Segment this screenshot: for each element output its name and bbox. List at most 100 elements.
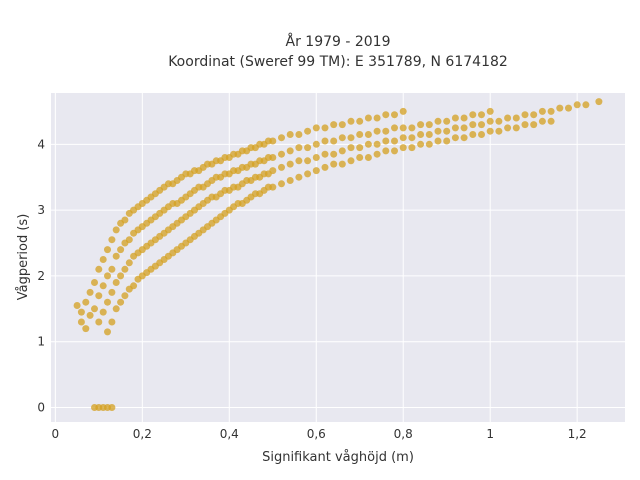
data-point — [451, 124, 459, 132]
data-point — [112, 226, 120, 234]
data-point — [77, 308, 85, 316]
data-point — [530, 111, 538, 119]
data-point — [434, 137, 442, 145]
data-point — [108, 236, 116, 244]
data-point — [521, 111, 529, 119]
data-point — [278, 180, 285, 188]
y-tick-label: 2 — [37, 269, 45, 283]
data-point — [86, 311, 94, 319]
data-point — [121, 292, 129, 300]
data-point — [486, 117, 494, 125]
y-tick-label: 1 — [37, 335, 45, 349]
data-point — [104, 272, 111, 280]
data-point — [312, 124, 320, 132]
data-point — [460, 114, 468, 122]
data-point — [382, 147, 390, 155]
data-point — [338, 160, 346, 168]
data-point — [130, 282, 138, 290]
data-point — [104, 328, 111, 336]
x-tick-label: 0,6 — [307, 427, 326, 441]
data-point — [295, 144, 303, 152]
data-point — [391, 147, 398, 155]
data-point — [486, 127, 494, 135]
data-point — [312, 167, 320, 175]
data-point — [338, 147, 346, 155]
data-point — [364, 154, 372, 161]
data-point — [469, 121, 477, 129]
data-point — [512, 124, 520, 132]
data-point — [321, 163, 329, 171]
data-point — [356, 117, 364, 125]
data-point — [91, 305, 98, 313]
data-point — [99, 256, 107, 263]
data-point — [547, 117, 555, 125]
data-point — [417, 121, 425, 129]
data-point — [538, 117, 546, 125]
data-point — [595, 98, 603, 106]
data-point — [373, 127, 381, 135]
data-point — [512, 114, 520, 122]
data-point — [108, 318, 116, 326]
y-tick-label: 3 — [37, 203, 45, 217]
data-point — [495, 117, 503, 125]
data-point — [460, 124, 468, 132]
data-point — [443, 127, 451, 135]
data-point — [408, 124, 416, 132]
x-tick-label: 1,2 — [568, 427, 587, 441]
data-point — [451, 134, 459, 142]
data-point — [356, 131, 364, 138]
data-point — [364, 131, 372, 138]
data-point — [278, 163, 285, 171]
data-point — [347, 134, 355, 142]
data-point — [399, 107, 407, 115]
data-point — [269, 154, 277, 161]
data-point — [538, 107, 546, 115]
data-point — [373, 140, 381, 148]
data-point — [486, 107, 494, 115]
y-tick-label: 0 — [37, 401, 45, 415]
data-point — [112, 252, 120, 260]
data-point — [330, 160, 338, 168]
data-point — [434, 127, 442, 135]
data-point — [330, 137, 338, 145]
data-point — [425, 140, 433, 148]
data-point — [95, 292, 103, 300]
data-point — [304, 157, 312, 165]
data-point — [321, 150, 329, 158]
data-point — [382, 137, 390, 145]
data-point — [443, 137, 451, 145]
y-tick-label: 4 — [37, 137, 45, 151]
data-point — [391, 111, 398, 119]
x-tick-label: 0,2 — [133, 427, 152, 441]
data-point — [99, 282, 107, 290]
data-point — [347, 144, 355, 152]
data-point — [312, 154, 320, 161]
y-axis-title: Vågperiod (s) — [16, 214, 31, 301]
data-point — [399, 134, 407, 142]
data-point — [364, 114, 372, 122]
data-point — [469, 131, 477, 138]
data-point — [338, 121, 346, 129]
data-point — [417, 140, 425, 148]
data-point — [295, 157, 303, 165]
chart-title: År 1979 - 2019 — [286, 33, 391, 50]
data-point — [347, 117, 355, 125]
data-point — [104, 246, 111, 254]
data-point — [478, 111, 485, 119]
data-point — [112, 305, 120, 313]
data-point — [530, 121, 538, 129]
data-point — [408, 134, 416, 142]
data-point — [269, 183, 277, 191]
data-point — [121, 216, 129, 224]
data-point — [117, 272, 125, 280]
data-point — [391, 124, 398, 132]
grid-lines — [51, 93, 625, 422]
data-point — [382, 111, 390, 119]
data-point — [269, 137, 277, 145]
data-point — [321, 137, 329, 145]
data-point — [504, 124, 512, 132]
data-point — [504, 114, 512, 122]
data-point — [469, 111, 477, 119]
data-point — [382, 127, 390, 135]
